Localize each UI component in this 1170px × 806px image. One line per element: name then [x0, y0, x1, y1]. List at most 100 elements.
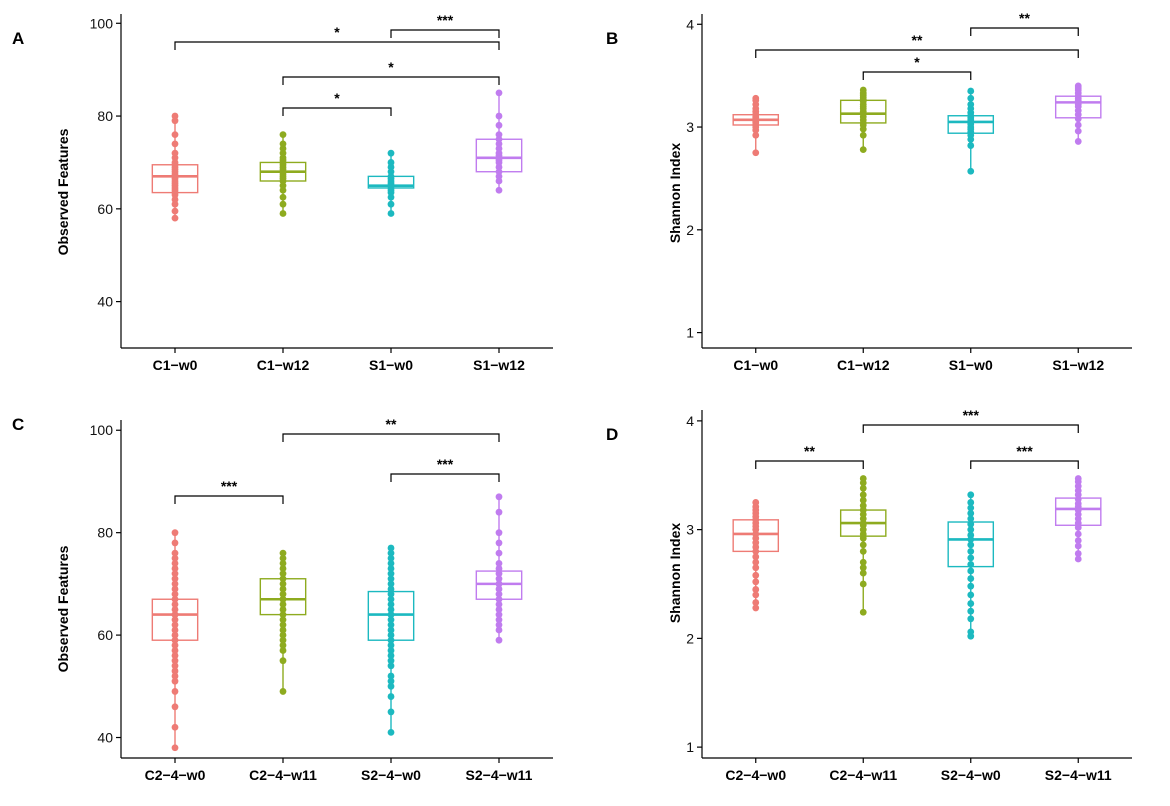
data-point — [387, 595, 395, 603]
data-point — [967, 554, 975, 562]
data-point — [387, 210, 395, 217]
data-point — [387, 554, 395, 562]
data-point — [752, 564, 760, 572]
significance-bracket: ** — [755, 443, 864, 469]
x-tick-label: C2−4−w11 — [829, 767, 897, 783]
data-point — [279, 636, 287, 644]
data-point — [495, 600, 503, 608]
data-point — [859, 580, 867, 588]
data-point — [859, 502, 867, 510]
data-point — [387, 549, 395, 557]
data-point — [171, 631, 179, 639]
data-point — [1074, 121, 1082, 129]
x-tick-label: S1−w12 — [473, 357, 525, 373]
y-tick-label: 2 — [686, 222, 694, 238]
data-point — [387, 600, 395, 608]
data-point — [495, 559, 503, 567]
data-point — [967, 575, 975, 582]
y-tick-label: 80 — [97, 525, 113, 541]
significance-bracket: *** — [174, 478, 284, 504]
data-point — [171, 657, 179, 665]
data-point — [967, 567, 975, 575]
bracket-line — [174, 41, 500, 50]
data-point — [495, 186, 503, 194]
significance-bracket: * — [282, 59, 500, 85]
data-point — [171, 207, 179, 215]
data-point — [171, 214, 179, 222]
significance-bracket: * — [174, 24, 500, 50]
data-point — [171, 672, 179, 680]
y-tick-label: 1 — [686, 325, 694, 341]
data-point — [752, 94, 760, 102]
x-tick-label: C2−4−w0 — [725, 767, 786, 783]
significance-label: * — [334, 24, 340, 40]
x-tick-label: S2−4−w11 — [1045, 767, 1112, 783]
data-point — [171, 647, 179, 654]
significance-label: * — [388, 59, 394, 75]
data-point — [387, 647, 395, 654]
data-point — [495, 595, 503, 603]
box-C1-w0 — [151, 112, 199, 222]
data-point — [387, 590, 395, 598]
data-point — [279, 647, 287, 654]
data-point — [495, 616, 503, 624]
data-point — [171, 688, 179, 695]
significance-bracket: ** — [282, 416, 500, 442]
data-point — [967, 582, 975, 590]
data-point — [752, 553, 760, 561]
box-C2-4-w0 — [732, 499, 780, 612]
data-point — [967, 94, 975, 102]
bracket-line — [390, 29, 500, 38]
data-point — [752, 599, 760, 606]
bracket-line — [755, 49, 1079, 58]
data-point — [171, 539, 179, 547]
y-tick-label: 80 — [97, 108, 113, 124]
data-point — [967, 101, 975, 108]
data-point — [171, 559, 179, 567]
data-point — [279, 688, 287, 695]
data-point — [387, 677, 395, 685]
data-point — [279, 193, 287, 201]
data-point — [279, 554, 287, 562]
x-tick-label: S1−w0 — [369, 357, 413, 373]
bracket-line — [282, 76, 500, 85]
y-tick-label: 3 — [686, 119, 694, 135]
data-point — [171, 590, 179, 598]
panel-label: D — [606, 425, 618, 444]
data-point — [495, 575, 503, 583]
data-point — [967, 520, 975, 528]
data-point — [171, 667, 179, 675]
data-point — [859, 496, 867, 504]
data-point — [171, 149, 179, 157]
data-point — [387, 159, 395, 166]
data-point — [967, 499, 975, 506]
data-point — [495, 89, 503, 97]
data-point — [495, 549, 503, 557]
box-S1-w12 — [475, 89, 523, 194]
data-point — [495, 539, 503, 547]
significance-label: * — [334, 90, 340, 106]
y-tick-label: 3 — [686, 522, 694, 538]
data-point — [387, 616, 395, 624]
data-point — [171, 140, 179, 148]
box-S1-w12 — [1054, 82, 1102, 145]
data-point — [859, 569, 867, 577]
data-point — [387, 641, 395, 649]
data-point — [387, 606, 395, 613]
data-point — [967, 142, 975, 149]
data-point — [495, 493, 503, 501]
data-point — [387, 728, 395, 736]
data-point — [752, 558, 760, 566]
y-tick-label: 100 — [90, 422, 114, 438]
significance-label: *** — [963, 407, 980, 423]
data-point — [495, 131, 503, 139]
y-axis-label: Shannon Index — [667, 143, 683, 244]
data-point — [859, 484, 867, 492]
data-point — [171, 595, 179, 603]
data-point — [495, 621, 503, 629]
data-point — [967, 615, 975, 623]
box-S2-4-w11 — [475, 493, 523, 644]
data-point — [387, 544, 395, 552]
data-point — [495, 529, 503, 537]
data-point — [279, 549, 287, 557]
